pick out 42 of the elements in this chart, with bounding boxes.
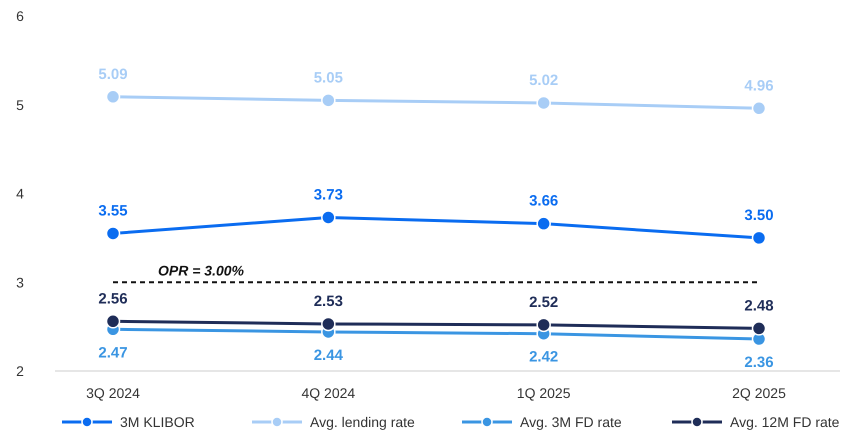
point: [106, 90, 120, 104]
data-label: 2.52: [529, 294, 558, 311]
data-label: 5.02: [529, 72, 558, 89]
x-tick-label: 2Q 2025: [732, 385, 786, 401]
data-label: 2.47: [98, 344, 128, 362]
x-tick-label: 3Q 2024: [86, 385, 140, 401]
point: [106, 226, 120, 241]
x-tick-label: 4Q 2024: [301, 385, 356, 401]
data-label: 2.48: [744, 297, 774, 314]
y-tick-label: 2: [16, 363, 24, 379]
x-tick-label: 1Q 2025: [516, 385, 571, 401]
y-tick-label: 4: [16, 186, 24, 202]
point: [536, 96, 551, 110]
data-label: 2.53: [314, 292, 343, 310]
ref-line-label: OPR = 3.00%: [158, 262, 245, 278]
legend-label: Avg. lending rate: [310, 414, 416, 430]
legend-label: 3M KLIBOR: [120, 414, 195, 430]
y-tick-label: 5: [16, 96, 24, 113]
point: [106, 314, 120, 329]
data-label: 2.44: [314, 346, 344, 364]
point: [321, 316, 336, 332]
point: [321, 93, 336, 108]
point: [752, 101, 766, 116]
data-label: 4.96: [744, 77, 774, 94]
point: [536, 216, 551, 231]
data-label: 3.55: [98, 202, 128, 220]
data-label: 3.66: [529, 192, 558, 210]
y-tick-label: 6: [16, 8, 24, 24]
y-tick-label: 3: [16, 274, 24, 290]
data-label: 2.56: [98, 290, 128, 308]
legend-label: Avg. 3M FD rate: [520, 414, 622, 430]
point: [752, 230, 766, 246]
data-label: 5.05: [314, 69, 343, 86]
point: [321, 210, 336, 225]
data-label: 2.36: [744, 354, 774, 372]
data-label: 3.73: [314, 186, 343, 204]
data-label: 5.09: [98, 66, 128, 83]
legend-label: Avg. 12M FD rate: [730, 414, 840, 430]
point: [752, 321, 766, 336]
data-label: 3.50: [744, 206, 774, 224]
data-label: 2.42: [529, 348, 558, 366]
point: [536, 318, 551, 332]
